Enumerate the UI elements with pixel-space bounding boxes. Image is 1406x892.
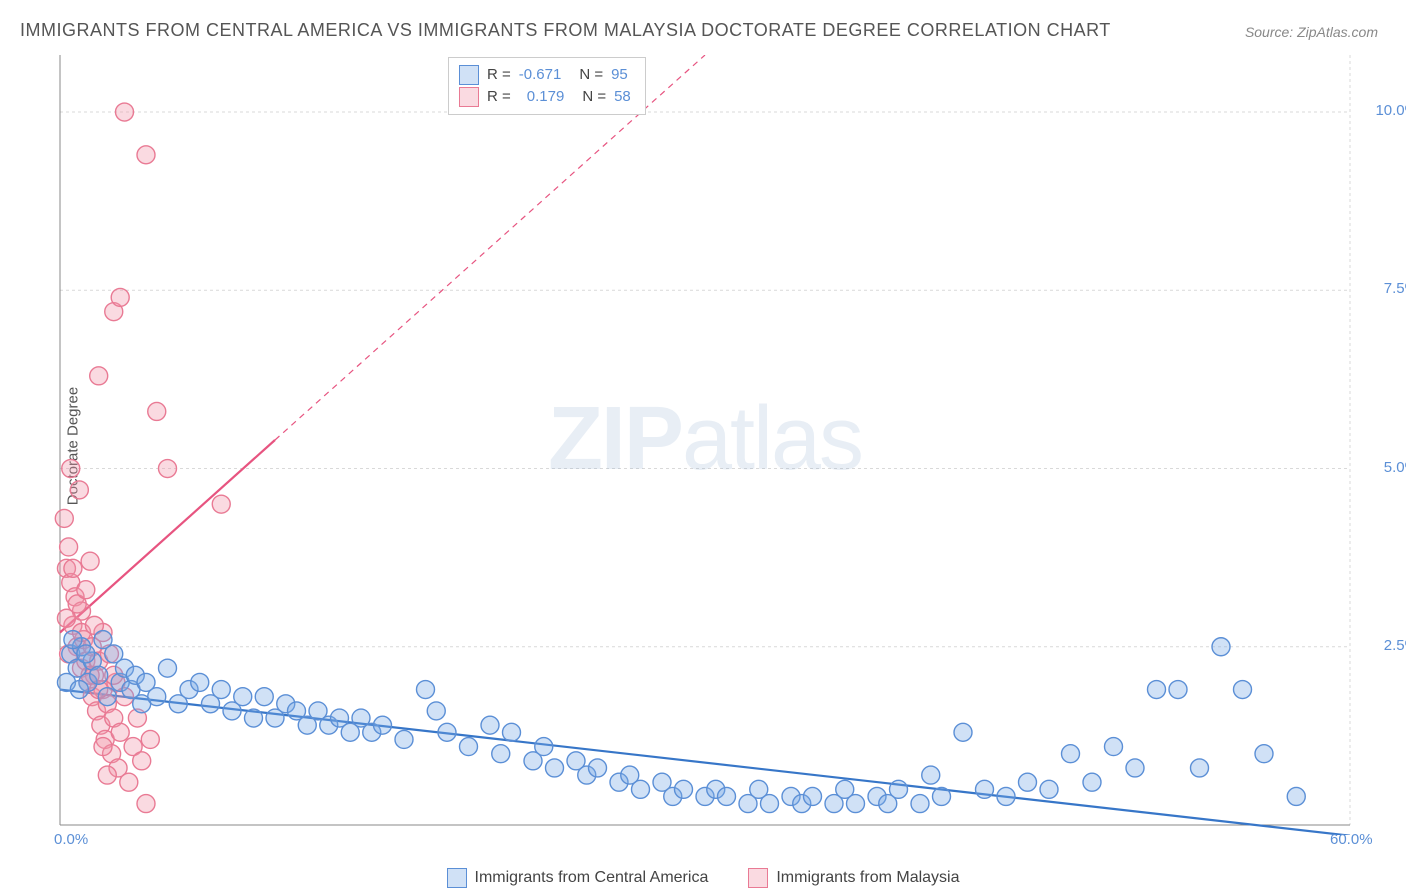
n-value-central-america: 95 — [611, 64, 628, 86]
y-tick-label: 7.5% — [1368, 280, 1406, 297]
n-value-malaysia: 58 — [614, 86, 631, 108]
y-tick-label: 10.0% — [1368, 102, 1406, 119]
legend-row-central-america: R = -0.671 N = 95 — [459, 64, 631, 86]
swatch-central-america — [459, 65, 479, 85]
chart-area: ZIPatlas 2.5%5.0%7.5%10.0%0.0%60.0% — [50, 55, 1360, 845]
correlation-legend: R = -0.671 N = 95 R = 0.179 N = 58 — [448, 57, 646, 115]
n-label: N = — [582, 86, 606, 108]
chart-title: IMMIGRANTS FROM CENTRAL AMERICA VS IMMIG… — [20, 20, 1111, 41]
scatter-plot-svg — [50, 55, 1360, 835]
x-tick-label: 0.0% — [54, 831, 88, 848]
y-tick-label: 5.0% — [1368, 459, 1406, 476]
legend-item-malaysia: Immigrants from Malaysia — [748, 868, 959, 888]
r-value-central-america: -0.671 — [519, 64, 562, 86]
x-tick-label: 60.0% — [1330, 831, 1373, 848]
y-tick-label: 2.5% — [1368, 637, 1406, 654]
legend-row-malaysia: R = 0.179 N = 58 — [459, 86, 631, 108]
n-label: N = — [579, 64, 603, 86]
r-label: R = — [487, 64, 511, 86]
series-label-central-america: Immigrants from Central America — [475, 869, 709, 887]
series-legend: Immigrants from Central America Immigran… — [0, 868, 1406, 888]
r-value-malaysia: 0.179 — [527, 86, 565, 108]
swatch-malaysia — [748, 868, 768, 888]
swatch-malaysia — [459, 87, 479, 107]
swatch-central-america — [447, 868, 467, 888]
source-attribution: Source: ZipAtlas.com — [1245, 24, 1378, 40]
series-label-malaysia: Immigrants from Malaysia — [776, 869, 959, 887]
legend-item-central-america: Immigrants from Central America — [447, 868, 709, 888]
r-label: R = — [487, 86, 511, 108]
